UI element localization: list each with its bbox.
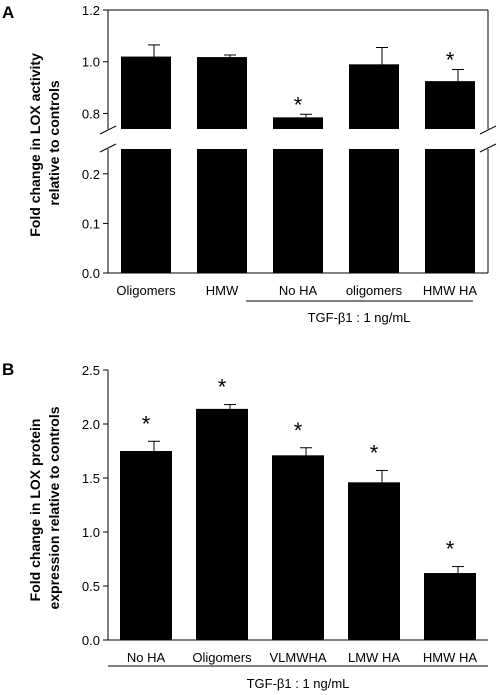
panel-b-y-axis-label: Fold change in LOX protein expression re… xyxy=(27,406,62,609)
panel-a-x-tick-hmw: HMW xyxy=(206,283,239,298)
panel-a-bar-oligomers-lower xyxy=(349,149,399,273)
panel-b-bar-hmw-ha xyxy=(424,573,476,640)
panel-b-letter: B xyxy=(2,360,14,379)
panel-a: A Fold change in LOX activity relative t… xyxy=(2,3,497,325)
panel-a-bar-oligomers-upper xyxy=(121,56,171,129)
panel-a-significance-star-no-ha: * xyxy=(294,92,303,117)
panel-b-significance-star-lmw-ha: * xyxy=(370,440,379,465)
panel-a-y-axis-label-line2: relative to controls xyxy=(46,80,62,205)
panel-b-y-ticks: 0.0 0.5 1.0 1.5 2.0 2.5 xyxy=(82,363,108,648)
panel-a-y-tick-label: 0.8 xyxy=(82,106,100,121)
panel-b-significance-star-no-ha: * xyxy=(142,411,151,436)
panel-b-y-tick-label: 1.0 xyxy=(82,525,100,540)
panel-b-y-axis-label-line2: expression relative to controls xyxy=(46,406,62,609)
panel-b-x-tick-oligomers: Oligomers xyxy=(192,650,252,665)
panel-b-error-bars xyxy=(148,404,464,574)
panel-a-bar-hmw-upper xyxy=(197,57,247,129)
panel-a-bar-no-ha-lower xyxy=(273,149,323,273)
panel-a-y-axis-label-line1: Fold change in LOX activity xyxy=(27,53,43,237)
panel-a-x-tick-hmw-ha: HMW HA xyxy=(423,283,477,298)
panel-a-y-tick-label: 1.2 xyxy=(82,3,100,18)
panel-a-bar-hmw-ha-upper xyxy=(425,81,475,129)
panel-b-y-tick-label: 0.5 xyxy=(82,579,100,594)
panel-a-significance-star-hmw-ha: * xyxy=(446,48,455,73)
panel-a-letter: A xyxy=(2,3,14,22)
panel-b-x-tick-hmw-ha: HMW HA xyxy=(423,650,477,665)
panel-a-treatment-label: TGF-β1 : 1 ng/mL xyxy=(308,310,411,325)
panel-b-significance-star-oligomers: * xyxy=(218,375,227,400)
panel-a-y-tick-label: 1.0 xyxy=(82,55,100,70)
panel-b-x-ticks: No HA Oligomers VLMWHA LMW HA HMW HA xyxy=(127,650,478,665)
panel-a-bar-oligomers-lower xyxy=(121,149,171,273)
panel-b-bar-lmw-ha xyxy=(348,482,400,640)
panel-a-axis-break-mark xyxy=(479,125,497,135)
panel-b: B Fold change in LOX protein expression … xyxy=(2,360,488,691)
panel-a-bar-oligomers-upper xyxy=(349,64,399,129)
panel-a-axis-break-mark xyxy=(99,143,117,153)
panel-a-x-ticks: Oligomers HMW No HA oligomers HMW HA xyxy=(116,283,477,298)
panel-a-y-tick-label: 0.1 xyxy=(82,216,100,231)
panel-b-treatment-label: TGF-β1 : 1 ng/mL xyxy=(247,676,350,691)
panel-b-bars xyxy=(120,408,476,640)
panel-b-bar-no-ha xyxy=(120,451,172,640)
panel-b-significance-star-hmw-ha: * xyxy=(446,537,455,562)
panel-a-x-tick-oligomers: oligomers xyxy=(346,283,403,298)
panel-b-bar-vlmwha xyxy=(272,455,324,640)
panel-b-significance-markers: * * * * * xyxy=(142,375,455,562)
panel-a-significance-markers: ** xyxy=(294,48,455,118)
panel-a-y-tick-label: 0.0 xyxy=(82,266,100,281)
panel-a-y-axis-label: Fold change in LOX activity relative to … xyxy=(27,49,62,236)
panel-a-x-tick-oligomers: Oligomers xyxy=(116,283,176,298)
panel-b-bar-oligomers xyxy=(196,408,248,640)
panel-b-y-tick-label: 0.0 xyxy=(82,633,100,648)
panel-a-x-tick-no-ha: No HA xyxy=(279,283,318,298)
panel-b-x-tick-lmw-ha: LMW HA xyxy=(348,650,400,665)
panel-b-y-tick-label: 2.5 xyxy=(82,363,100,378)
panel-b-y-tick-label: 2.0 xyxy=(82,417,100,432)
panel-a-y-ticks: 0.0 0.1 0.2 0.8 1.0 1.2 xyxy=(82,3,108,281)
panel-a-axis-break-mark xyxy=(479,143,497,153)
panel-a-bar-no-ha-upper xyxy=(273,117,323,129)
panel-a-error-bars xyxy=(148,44,464,118)
panel-b-y-axis-label-line1: Fold change in LOX protein xyxy=(27,419,43,602)
panel-b-y-tick-label: 1.5 xyxy=(82,471,100,486)
panel-a-bar-hmw-lower xyxy=(197,149,247,273)
panel-a-bars xyxy=(121,56,475,273)
panel-b-x-tick-vlmwha: VLMWHA xyxy=(269,650,326,665)
panel-a-y-tick-label: 0.2 xyxy=(82,167,100,182)
panel-a-bar-hmw-ha-lower xyxy=(425,149,475,273)
panel-b-significance-star-vlmwha: * xyxy=(294,418,303,443)
panel-a-axis-break-mark xyxy=(99,125,117,135)
panel-b-x-tick-no-ha: No HA xyxy=(127,650,166,665)
